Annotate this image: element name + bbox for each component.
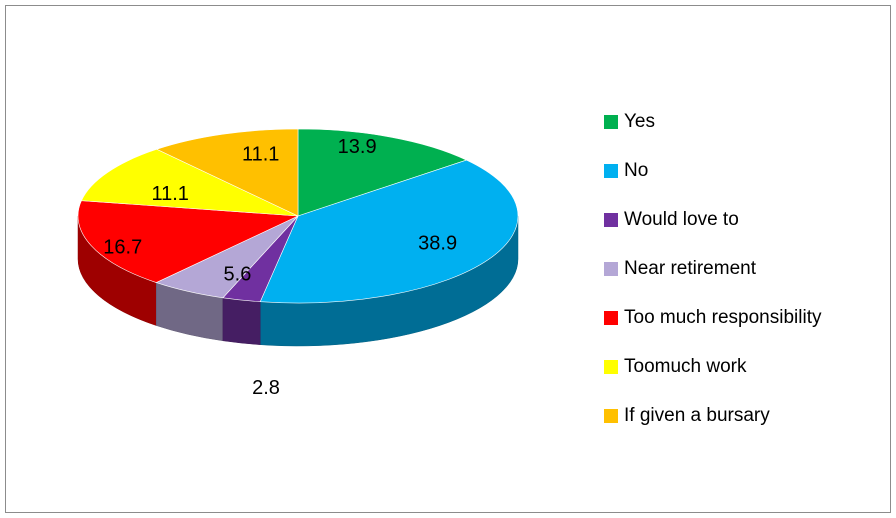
legend-item: Too much responsibility (604, 306, 821, 330)
data-label: 11.1 (242, 144, 279, 166)
pie-chart: 13.9 38.9 2.8 5.6 16.7 11.1 11.1 (77, 128, 519, 399)
legend-label: Toomuch work (624, 356, 747, 377)
chart-area: 13.9 38.9 2.8 5.6 16.7 11.1 11.1 Yes No Would … (5, 5, 891, 513)
legend: Yes No Would love to Near retirement Too… (604, 110, 821, 453)
legend-swatch (604, 164, 618, 178)
legend-item: Near retirement (604, 257, 821, 281)
legend-swatch (604, 311, 618, 325)
legend-item: Toomuch work (604, 355, 821, 379)
data-label: 5.6 (224, 264, 252, 286)
pie-slice (156, 128, 299, 217)
data-label: 13.9 (338, 136, 377, 158)
data-label: 38.9 (418, 233, 457, 255)
legend-item: If given a bursary (604, 404, 821, 428)
legend-item: Would love to (604, 208, 821, 232)
pie-slice (77, 200, 300, 283)
legend-label: Too much responsibility (624, 307, 822, 328)
pie-slice (297, 128, 468, 217)
legend-item: Yes (604, 110, 821, 134)
pie-slice (259, 159, 519, 304)
legend-swatch (604, 360, 618, 374)
legend-swatch (604, 409, 618, 423)
data-label: 16.7 (103, 236, 142, 258)
legend-label: Near retirement (624, 258, 756, 279)
legend-swatch (604, 213, 618, 227)
legend-label: If given a bursary (624, 405, 770, 426)
data-label: 2.8 (252, 377, 280, 399)
legend-swatch (604, 262, 618, 276)
pie-slice-side (222, 297, 261, 345)
legend-label: Would love to (624, 209, 739, 230)
pie-slice (80, 148, 299, 217)
legend-label: Yes (624, 111, 655, 132)
data-label: 11.1 (151, 183, 188, 205)
legend-swatch (604, 115, 618, 129)
legend-label: No (624, 160, 649, 181)
legend-item: No (604, 159, 821, 183)
